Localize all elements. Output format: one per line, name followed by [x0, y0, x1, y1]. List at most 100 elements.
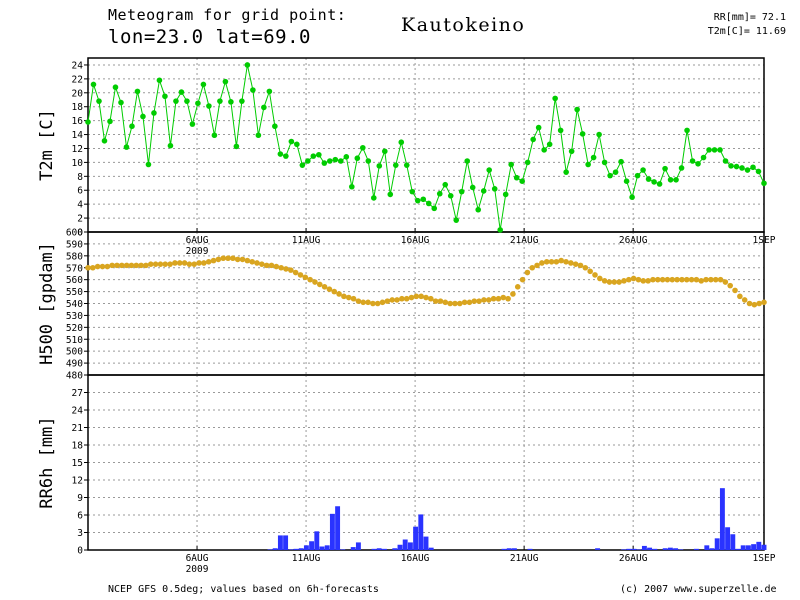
- y-tick-label: 550: [66, 287, 83, 298]
- t2m-point: [640, 167, 646, 173]
- t2m-point: [612, 169, 619, 175]
- y-tick-label: 530: [66, 311, 83, 322]
- y-tick-label: 4: [77, 200, 83, 211]
- t2m-point: [112, 84, 119, 91]
- t2m-series: [85, 62, 767, 233]
- t2m-point: [90, 81, 97, 88]
- rr-bar: [595, 548, 601, 550]
- h500-point: [176, 260, 183, 266]
- h500-point: [341, 293, 347, 300]
- h500-point: [626, 276, 632, 283]
- rr-bar: [402, 539, 408, 550]
- t2m-point: [349, 183, 355, 190]
- y-tick-label: 9: [77, 493, 83, 504]
- t2m-point: [140, 113, 146, 120]
- h500-point: [606, 279, 613, 285]
- h500-point: [370, 300, 376, 307]
- h500-point: [201, 260, 207, 266]
- h500-point: [215, 256, 222, 263]
- rr-bar: [761, 544, 767, 550]
- h500-point: [394, 297, 400, 303]
- x-year-label: 2009: [186, 246, 209, 257]
- t2m-point: [458, 188, 465, 195]
- h500-point: [548, 258, 555, 265]
- t2m-point: [557, 127, 564, 134]
- t2m-point: [733, 163, 740, 170]
- t2m-line: [87, 64, 765, 230]
- rr-bar: [704, 545, 710, 550]
- h500-point: [577, 262, 584, 269]
- y-tick-label: 480: [66, 371, 83, 382]
- rr-bar: [267, 549, 273, 550]
- t2m-point: [261, 104, 267, 111]
- h500-point: [645, 278, 651, 284]
- t2m-point: [480, 188, 487, 194]
- h500-point: [138, 262, 144, 269]
- rr-bar: [709, 548, 715, 550]
- rr-bar: [647, 547, 653, 550]
- t2m-point: [722, 158, 729, 164]
- rr-bar: [751, 544, 757, 550]
- h500-point: [205, 258, 212, 265]
- t2m-point: [700, 154, 707, 161]
- t2m-point: [403, 162, 410, 168]
- rr-bar: [298, 548, 304, 550]
- y-tick-label: 18: [72, 441, 84, 452]
- x-tick-label: 21AUG: [510, 235, 539, 246]
- t2m-point: [519, 178, 525, 184]
- h500-point: [249, 258, 255, 265]
- h500-point: [505, 295, 511, 302]
- t2m-point: [244, 62, 251, 68]
- t2m-point: [151, 110, 157, 116]
- t2m-point: [706, 147, 712, 153]
- h500-point: [278, 264, 284, 271]
- h500-point: [592, 272, 598, 278]
- h500-point: [172, 260, 178, 266]
- rr-bar: [371, 548, 377, 550]
- t2m-point: [530, 136, 536, 143]
- t2m-point: [321, 160, 328, 166]
- h500-point: [244, 257, 251, 264]
- t2m-point: [222, 78, 229, 85]
- t2m-point: [464, 158, 471, 164]
- rr-bar: [673, 548, 679, 550]
- y-tick-label: 490: [66, 359, 83, 370]
- t2m-point: [761, 180, 767, 187]
- y-tick-label: 590: [66, 239, 83, 250]
- rr-bar: [355, 542, 361, 550]
- h500-point: [321, 284, 328, 290]
- t2m-point: [189, 121, 196, 127]
- t2m-point: [299, 162, 306, 168]
- h500-point: [90, 264, 96, 271]
- rr-bar: [376, 548, 382, 550]
- h500-point: [683, 276, 690, 283]
- h500-point: [582, 264, 589, 271]
- h500-point: [514, 284, 521, 290]
- t2m-point: [579, 131, 586, 137]
- t2m-point: [217, 98, 223, 104]
- t2m-point: [634, 172, 641, 179]
- h500-point: [727, 282, 733, 289]
- rr-bar: [418, 514, 424, 550]
- rr-bar: [319, 546, 325, 550]
- t2m-point: [689, 158, 696, 164]
- y-tick-label: 3: [77, 528, 83, 539]
- y-tick-label: 18: [72, 102, 84, 113]
- h500-point: [191, 261, 198, 267]
- t2m-point: [475, 206, 482, 213]
- h500-point: [669, 276, 676, 283]
- y-axis-label: H500 [gpdam]: [37, 242, 57, 365]
- rr-bar: [652, 548, 658, 550]
- rr-bar: [381, 548, 387, 550]
- h500-point: [529, 264, 536, 271]
- rr-bar: [413, 526, 419, 550]
- t2m-point: [173, 98, 179, 104]
- h500-point: [297, 272, 304, 278]
- rr-bar: [397, 544, 403, 550]
- h500-point: [157, 261, 164, 267]
- h500-point: [345, 294, 352, 301]
- rr-series: [267, 488, 767, 550]
- rr-bar: [277, 535, 283, 550]
- t2m-point: [85, 119, 91, 125]
